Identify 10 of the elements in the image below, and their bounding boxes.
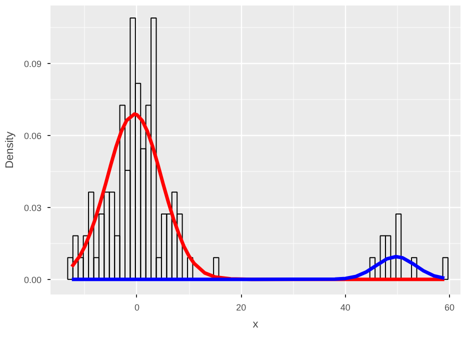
y-tick-label: 0.06 xyxy=(24,131,42,142)
x-tick-label: 60 xyxy=(444,302,455,312)
x-axis-title: x xyxy=(252,318,259,330)
x-tick-label: 20 xyxy=(236,302,246,312)
y-axis-title: Density xyxy=(4,131,16,168)
y-tick-label: 0.00 xyxy=(24,274,42,285)
y-tick-label: 0.03 xyxy=(24,203,42,214)
y-tick-label: 0.09 xyxy=(24,59,42,70)
x-tick-label: 0 xyxy=(134,302,140,312)
x-tick-label: 40 xyxy=(340,302,350,312)
